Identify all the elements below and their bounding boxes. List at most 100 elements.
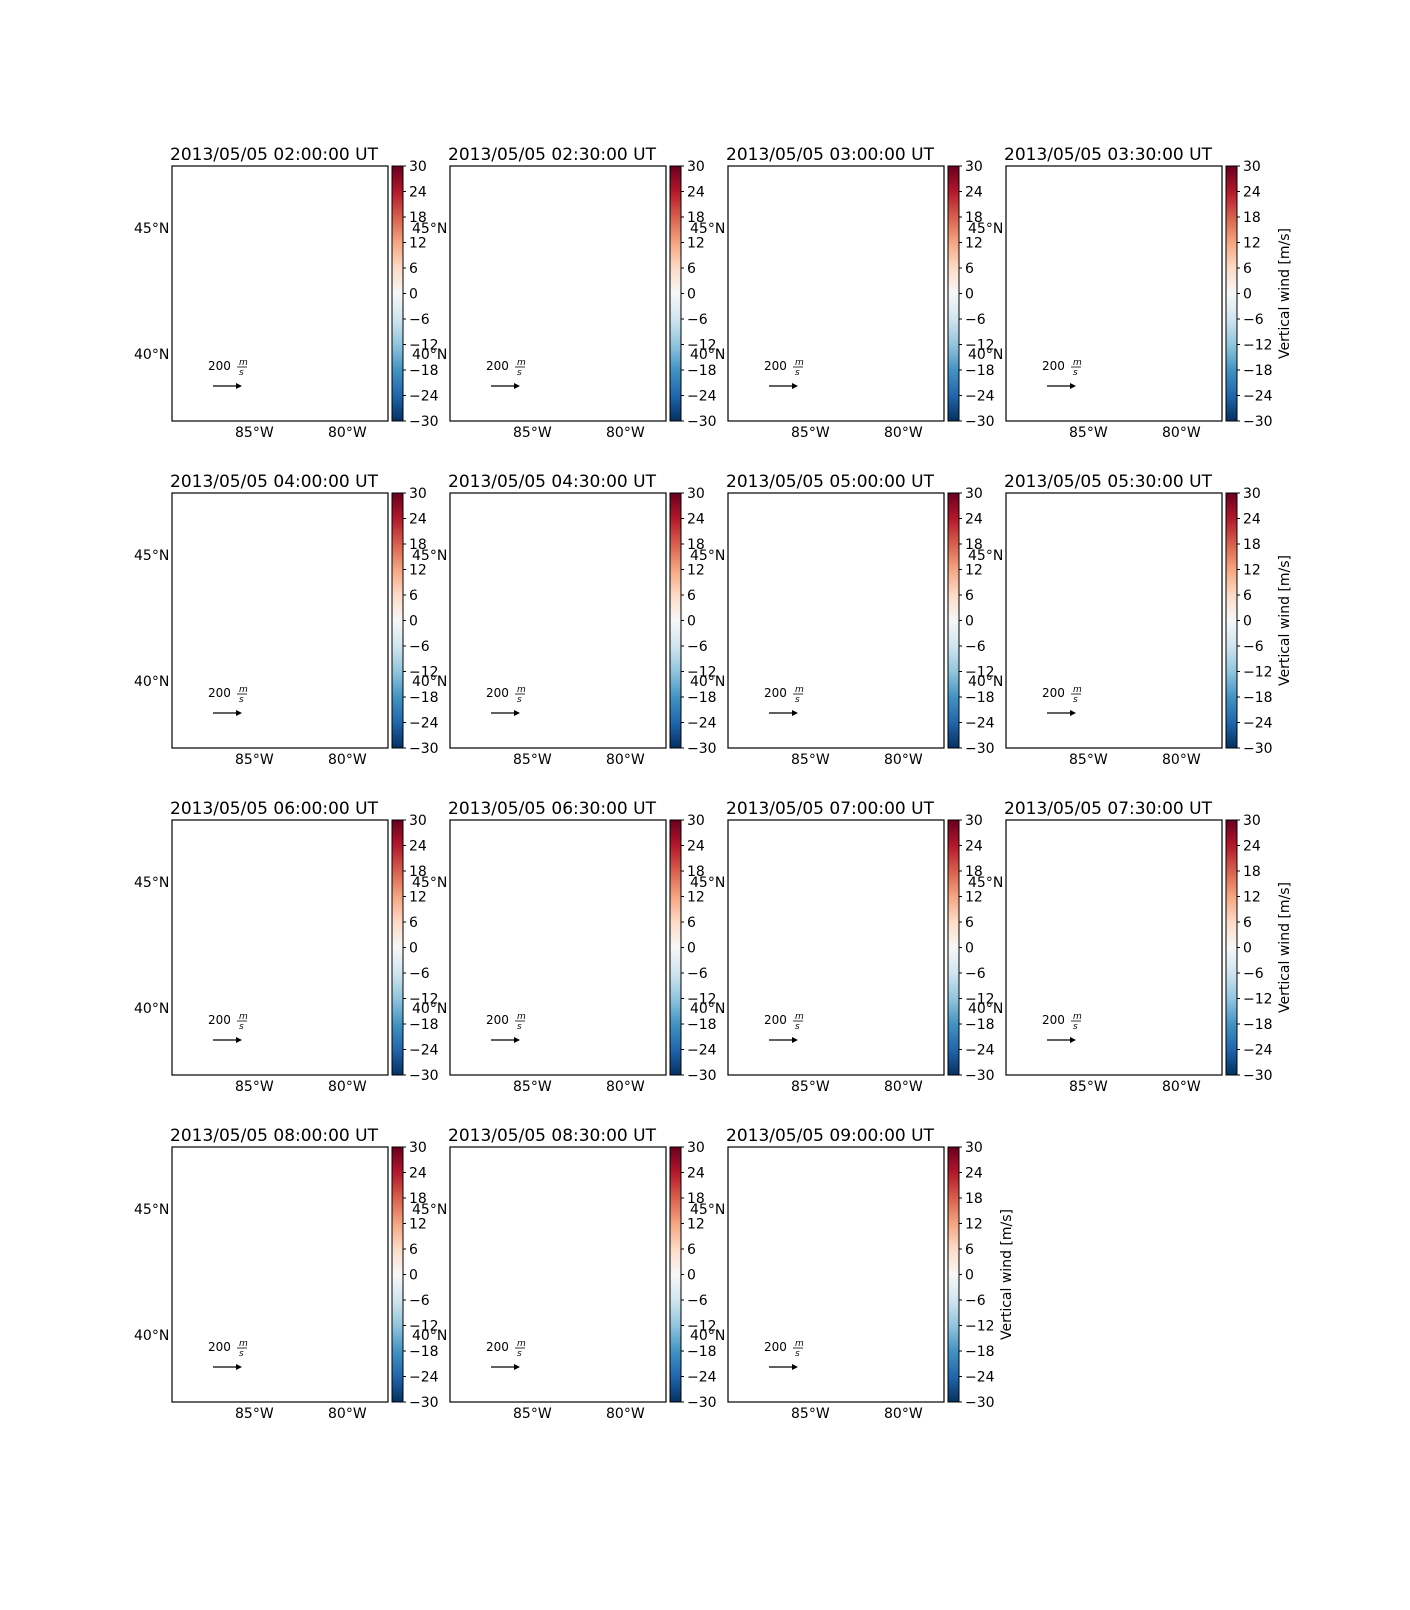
- lon-label: 85°W: [513, 752, 552, 768]
- colorbar-tick-label: 24: [409, 839, 427, 855]
- quiver-key-unit-den: s: [517, 1349, 522, 1359]
- colorbar-tick-label: −30: [409, 1068, 439, 1084]
- colorbar-tick-label: 24: [965, 512, 983, 528]
- colorbar-tick-label: 30: [409, 1140, 427, 1156]
- colorbar-tick-label: −24: [409, 1043, 439, 1059]
- colorbar-tick-label: 0: [409, 941, 418, 957]
- colorbar-tick-label: −30: [687, 1395, 717, 1411]
- colorbar-tick-label: 30: [409, 486, 427, 502]
- colorbar-tick-label: −12: [1243, 665, 1273, 681]
- colorbar-tick-label: −6: [965, 966, 986, 982]
- map-frame: [1005, 492, 1223, 749]
- colorbar-tick-label: 24: [687, 1166, 705, 1182]
- colorbar-tick-label: −6: [687, 1293, 708, 1309]
- lon-label: 80°W: [328, 425, 367, 441]
- lon-label: 80°W: [606, 752, 645, 768]
- quiver-key: 200 ms: [764, 358, 804, 389]
- colorbar-gradient: [669, 492, 682, 749]
- colorbar-tick-label: −18: [409, 1017, 439, 1033]
- colorbar-tick-label: −6: [965, 312, 986, 328]
- colorbar-tick-label: 18: [1243, 210, 1261, 226]
- colorbar-gradient: [1225, 165, 1238, 422]
- panel-title: 2013/05/05 08:00:00 UT: [170, 1126, 379, 1146]
- colorbar-tick-label: 6: [965, 915, 974, 931]
- colorbar-tick-label: −24: [687, 1043, 717, 1059]
- lon-label: 85°W: [235, 752, 274, 768]
- colorbar-tick-label: −18: [687, 363, 717, 379]
- panel-title: 2013/05/05 07:30:00 UT: [1004, 799, 1213, 819]
- map-panel: 2013/05/05 04:30:00 UT 200 ms 45°N 40°N 85°W 8…: [412, 472, 717, 768]
- map-frame: [727, 492, 945, 749]
- map-frame: [727, 1146, 945, 1403]
- quiver-key-unit-num: m: [239, 358, 248, 368]
- lat-label: 45°N: [968, 875, 1003, 891]
- colorbar: 30 24 18 12 6 0 −6 −12 −18 −24 −30: [947, 486, 995, 757]
- colorbar-tick-label: 0: [965, 287, 974, 303]
- colorbar-tick-label: −24: [409, 716, 439, 732]
- colorbar-tick-label: 24: [965, 839, 983, 855]
- colorbar-tick-label: −18: [687, 1344, 717, 1360]
- map-frame: [1005, 819, 1223, 1076]
- colorbar-tick-label: 24: [409, 512, 427, 528]
- colorbar: 30 24 18 12 6 0 −6 −12 −18 −24 −30: [391, 1140, 439, 1411]
- quiver-key-unit-num: m: [517, 358, 526, 368]
- colorbar: 30 24 18 12 6 0 −6 −12 −18 −24 −30: [669, 486, 717, 757]
- colorbar-tick-label: 30: [965, 813, 983, 829]
- lon-label: 85°W: [513, 425, 552, 441]
- quiver-key: 200 ms: [1042, 358, 1082, 389]
- colorbar-tick-label: 30: [687, 486, 705, 502]
- colorbar-tick-label: 24: [409, 1166, 427, 1182]
- colorbar-label: Vertical wind [m/s]: [1277, 228, 1293, 359]
- lat-label: 45°N: [968, 548, 1003, 564]
- colorbar-label: Vertical wind [m/s]: [1277, 555, 1293, 686]
- quiver-key-magnitude: 200: [764, 1013, 787, 1027]
- panel-title: 2013/05/05 06:30:00 UT: [448, 799, 657, 819]
- lon-label: 80°W: [884, 752, 923, 768]
- lon-label: 80°W: [884, 1406, 923, 1422]
- colorbar-tick-label: 6: [687, 1242, 696, 1258]
- colorbar-gradient: [669, 1146, 682, 1403]
- map-panel: 2013/05/05 03:00:00 UT 200 ms 45°N 40°N 85°W 8…: [690, 145, 995, 441]
- colorbar-gradient: [947, 1146, 960, 1403]
- lon-label: 85°W: [235, 1406, 274, 1422]
- lat-label: 45°N: [968, 221, 1003, 237]
- panel-title: 2013/05/05 04:30:00 UT: [448, 472, 657, 492]
- quiver-key-unit-den: s: [239, 1349, 244, 1359]
- quiver-key-unit-num: m: [1073, 358, 1082, 368]
- quiver-key: 200 ms: [1042, 1012, 1082, 1043]
- quiver-key-unit-den: s: [795, 1022, 800, 1032]
- colorbar-tick-label: −12: [965, 1319, 995, 1335]
- quiver-key-magnitude: 200: [486, 1013, 509, 1027]
- colorbar-tick-label: 18: [1243, 864, 1261, 880]
- lat-label: 40°N: [412, 1328, 447, 1344]
- colorbar-tick-label: −30: [965, 741, 995, 757]
- colorbar-tick-label: −6: [965, 1293, 986, 1309]
- lat-label: 45°N: [134, 1202, 169, 1218]
- colorbar-tick-label: 6: [409, 261, 418, 277]
- colorbar-gradient: [947, 492, 960, 749]
- colorbar-tick-label: −6: [1243, 639, 1264, 655]
- colorbar-tick-label: −24: [965, 1043, 995, 1059]
- colorbar-tick-label: 12: [687, 236, 705, 252]
- colorbar-tick-label: 0: [1243, 941, 1252, 957]
- quiver-key-magnitude: 200: [764, 359, 787, 373]
- colorbar-tick-label: −18: [409, 1344, 439, 1360]
- colorbar-tick-label: −18: [1243, 690, 1273, 706]
- quiver-key-magnitude: 200: [764, 1340, 787, 1354]
- colorbar-tick-label: −24: [965, 389, 995, 405]
- colorbar-tick-label: 30: [687, 813, 705, 829]
- colorbar-tick-label: 18: [687, 864, 705, 880]
- colorbar-tick-label: 24: [409, 185, 427, 201]
- colorbar-tick-label: −30: [965, 1395, 995, 1411]
- map-frame: [449, 492, 667, 749]
- colorbar-tick-label: −6: [687, 966, 708, 982]
- colorbar-tick-label: 18: [409, 1191, 427, 1207]
- lon-label: 80°W: [606, 1079, 645, 1095]
- colorbar-tick-label: 30: [1243, 159, 1261, 175]
- colorbar-tick-label: −12: [409, 1319, 439, 1335]
- colorbar-tick-label: 12: [965, 1217, 983, 1233]
- lon-label: 80°W: [1162, 1079, 1201, 1095]
- lon-label: 85°W: [791, 1079, 830, 1095]
- map-frame: [171, 165, 389, 422]
